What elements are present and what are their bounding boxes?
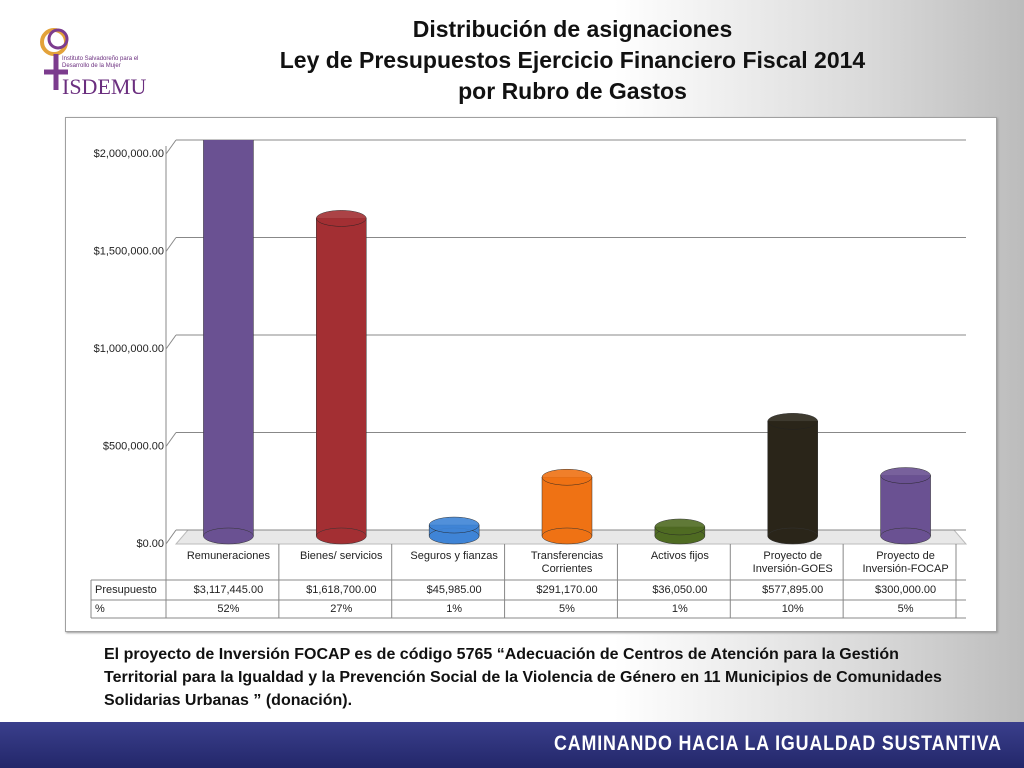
- x-tick-label-line: Transferencias: [531, 550, 604, 562]
- y-tick-label: $0.00: [136, 538, 164, 550]
- percent-label: 27%: [330, 603, 352, 615]
- x-tick-label: Remuneraciones: [187, 550, 271, 562]
- grid-line: [165, 139, 177, 155]
- chart-box: $0.00 $500,000.00 $1,000,000.00 $1,500,000.…: [65, 117, 997, 632]
- data-label: $291,170.00: [536, 584, 597, 596]
- data-label: $45,985.00: [427, 584, 482, 596]
- x-tick-label-line: Corrientes: [542, 563, 593, 575]
- cylinder: [316, 210, 367, 545]
- grid-line: [165, 432, 177, 447]
- percent-label: 1%: [446, 603, 462, 615]
- bar: [767, 421, 818, 537]
- y-tick-label: $1,500,000.00: [94, 245, 164, 257]
- percent-label: 10%: [782, 603, 804, 615]
- bar-top: [428, 516, 480, 534]
- bar-top: [767, 413, 818, 430]
- percent-label: 5%: [559, 603, 575, 615]
- logo-caption: Instituto Salvadoreño para el Desarrollo…: [62, 56, 139, 69]
- x-tick-label: Proyecto de Inversión-GOES: [753, 550, 833, 575]
- x-tick-label-line: Proyecto de: [763, 550, 822, 562]
- bar-base: [767, 527, 818, 545]
- bars: [203, 140, 931, 545]
- cylinder: [541, 468, 593, 545]
- x-tick-label-line: Inversión-GOES: [753, 563, 833, 575]
- bar-top: [654, 518, 706, 536]
- x-tick-label: Bienes/ servicios: [300, 550, 383, 562]
- bar-base: [541, 527, 593, 545]
- grid-line: [165, 237, 177, 252]
- logo: Instituto Salvadoreño para el Desarrollo…: [36, 22, 166, 102]
- note: El proyecto de Inversión FOCAP es de cód…: [104, 646, 942, 709]
- grid-line: [165, 334, 177, 350]
- data-label: $1,618,700.00: [306, 584, 376, 596]
- bar: [541, 476, 593, 537]
- x-tick-label: Transferencias Corrientes: [531, 550, 604, 575]
- percent-label: 1%: [672, 603, 688, 615]
- cylinder: [428, 516, 480, 545]
- bar-base: [316, 527, 367, 545]
- chart-title: Distribución de asignaciones: [412, 16, 733, 42]
- percent-label: 52%: [217, 603, 239, 615]
- x-tick-label-line: Inversión-FOCAP: [862, 563, 948, 575]
- chart: $0.00 $500,000.00 $1,000,000.00 $1,500,000.…: [90, 139, 968, 619]
- logo-name: ISDEMU: [62, 74, 147, 99]
- footer: CAMINANDO HACIA LA IGUALDAD SUSTANTIVA: [0, 722, 1024, 768]
- y-tick-label: $500,000.00: [103, 440, 164, 452]
- cylinder: [880, 467, 931, 545]
- data-label: $36,050.00: [652, 584, 707, 596]
- bar-base: [203, 527, 254, 545]
- x-tick-label-line: Proyecto de: [876, 550, 935, 562]
- data-label: $577,895.00: [762, 584, 823, 596]
- grid-line: [165, 529, 177, 545]
- bar: [880, 475, 931, 537]
- x-tick-label: Seguros y fianzas: [410, 550, 498, 562]
- cylinder: [767, 413, 818, 545]
- logo-icon: [40, 28, 69, 90]
- x-tick-label: Proyecto de Inversión-FOCAP: [862, 550, 948, 575]
- cylinder: [203, 140, 254, 545]
- y-tick-label: $2,000,000.00: [94, 148, 164, 160]
- row-header: %: [95, 603, 105, 615]
- bar-top: [316, 210, 367, 227]
- chart-subtitle: Ley de Presupuestos Ejercicio Financiero…: [279, 47, 866, 73]
- data-label: $3,117,445.00: [194, 584, 264, 596]
- bar-base: [880, 527, 931, 545]
- row-header: Presupuesto: [95, 584, 157, 596]
- chart-subtitle: por Rubro de Gastos: [458, 78, 687, 104]
- bar: [316, 218, 367, 537]
- y-tick-label: $1,000,000.00: [94, 343, 164, 355]
- x-tick-label: Activos fijos: [651, 550, 710, 562]
- bar: [203, 140, 254, 537]
- footer-text: CAMINANDO HACIA LA IGUALDAD SUSTANTIVA: [554, 732, 1002, 755]
- cylinder: [654, 518, 706, 545]
- percent-label: 5%: [898, 603, 914, 615]
- bar-top: [880, 467, 931, 484]
- data-label: $300,000.00: [875, 584, 936, 596]
- bar-top: [541, 468, 593, 486]
